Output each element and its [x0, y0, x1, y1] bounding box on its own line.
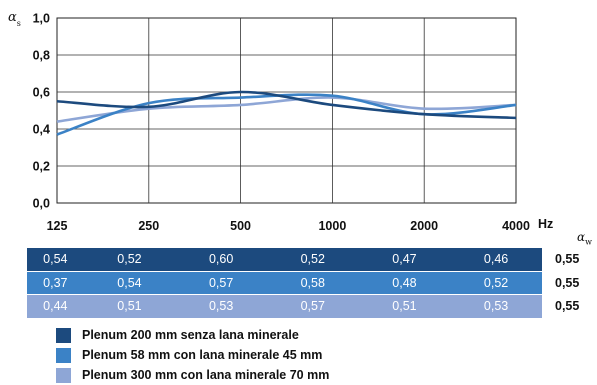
table-cell: 0,57 — [208, 275, 234, 290]
table-cell: 0,47 — [392, 252, 417, 267]
table-row: 0,54 0,52 0,60 0,52 0,47 0,46 — [27, 248, 542, 271]
table-cell: 0,51 — [392, 299, 417, 314]
alpha-w-value: 0,55 — [555, 275, 580, 290]
legend: Plenum 200 mm senza lana minerale Plenum … — [56, 325, 329, 385]
legend-item: Plenum 58 mm con lana minerale 45 mm — [56, 345, 329, 365]
table-row: 0,44 0,51 0,53 0,57 0,51 0,53 — [27, 295, 542, 318]
table-cell: 0,46 — [483, 252, 509, 267]
y-tick-label: 0,6 — [33, 86, 50, 100]
x-axis-unit: Hz — [538, 217, 554, 231]
series-line-3 — [56, 96, 517, 123]
x-tick-label: 4000 — [502, 219, 530, 233]
table-cell: 0,54 — [117, 275, 142, 290]
y-tick-label: 0,4 — [33, 123, 50, 137]
legend-item: Plenum 200 mm senza lana minerale — [56, 325, 329, 345]
x-tick-label: 125 — [47, 219, 68, 233]
legend-swatch — [56, 347, 71, 363]
table-cell: 0,58 — [300, 275, 325, 290]
values-table: 0,54 0,52 0,60 0,52 0,47 0,46 0,37 0,54 0,57 0,58… — [27, 248, 542, 319]
table-cell: 0,53 — [483, 299, 509, 314]
table-cell: 0,44 — [43, 299, 68, 314]
x-tick-label: 500 — [230, 219, 251, 233]
table-cell: 0,54 — [43, 252, 68, 267]
table-row: 0,37 0,54 0,57 0,58 0,48 0,52 — [27, 271, 542, 294]
table-cell: 0,52 — [483, 275, 509, 290]
alpha-w-value: 0,55 — [555, 252, 580, 266]
legend-swatch — [56, 327, 71, 343]
x-tick-label: 2000 — [410, 219, 438, 233]
table-cell: 0,48 — [392, 275, 417, 290]
table-cell: 0,52 — [117, 252, 142, 267]
y-tick-label: 0,8 — [33, 49, 50, 63]
legend-label: Plenum 200 mm senza lana minerale — [82, 328, 299, 342]
y-tick-label: 0,0 — [33, 197, 50, 211]
x-tick-label: 1000 — [318, 219, 346, 233]
y-tick-label: 0,2 — [33, 160, 50, 174]
legend-swatch — [56, 367, 71, 383]
series-line-1 — [56, 90, 517, 120]
y-axis-label: αs — [8, 10, 21, 28]
y-tick-label: 1,0 — [33, 12, 50, 26]
table-cell: 0,60 — [208, 252, 234, 267]
table-cell: 0,52 — [300, 252, 325, 267]
table-cell: 0,37 — [43, 275, 68, 290]
legend-label: Plenum 58 mm con lana minerale 45 mm — [82, 348, 323, 362]
x-tick-label: 250 — [138, 219, 159, 233]
plot-frame — [56, 17, 517, 204]
table-cell: 0,51 — [117, 299, 142, 314]
alpha-w-value: 0,55 — [555, 299, 580, 313]
table-cell: 0,53 — [208, 299, 234, 314]
absorption-chart: 0,0 0,2 0,4 0,6 0,8 1,0 125 250 500 1000 2000 4000 — [33, 12, 530, 234]
alpha-w-label: αw — [577, 230, 592, 247]
table-cell: 0,57 — [300, 299, 325, 314]
legend-label: Plenum 300 mm con lana minerale 70 mm — [82, 368, 330, 382]
legend-item: Plenum 300 mm con lana minerale 70 mm — [56, 365, 329, 385]
